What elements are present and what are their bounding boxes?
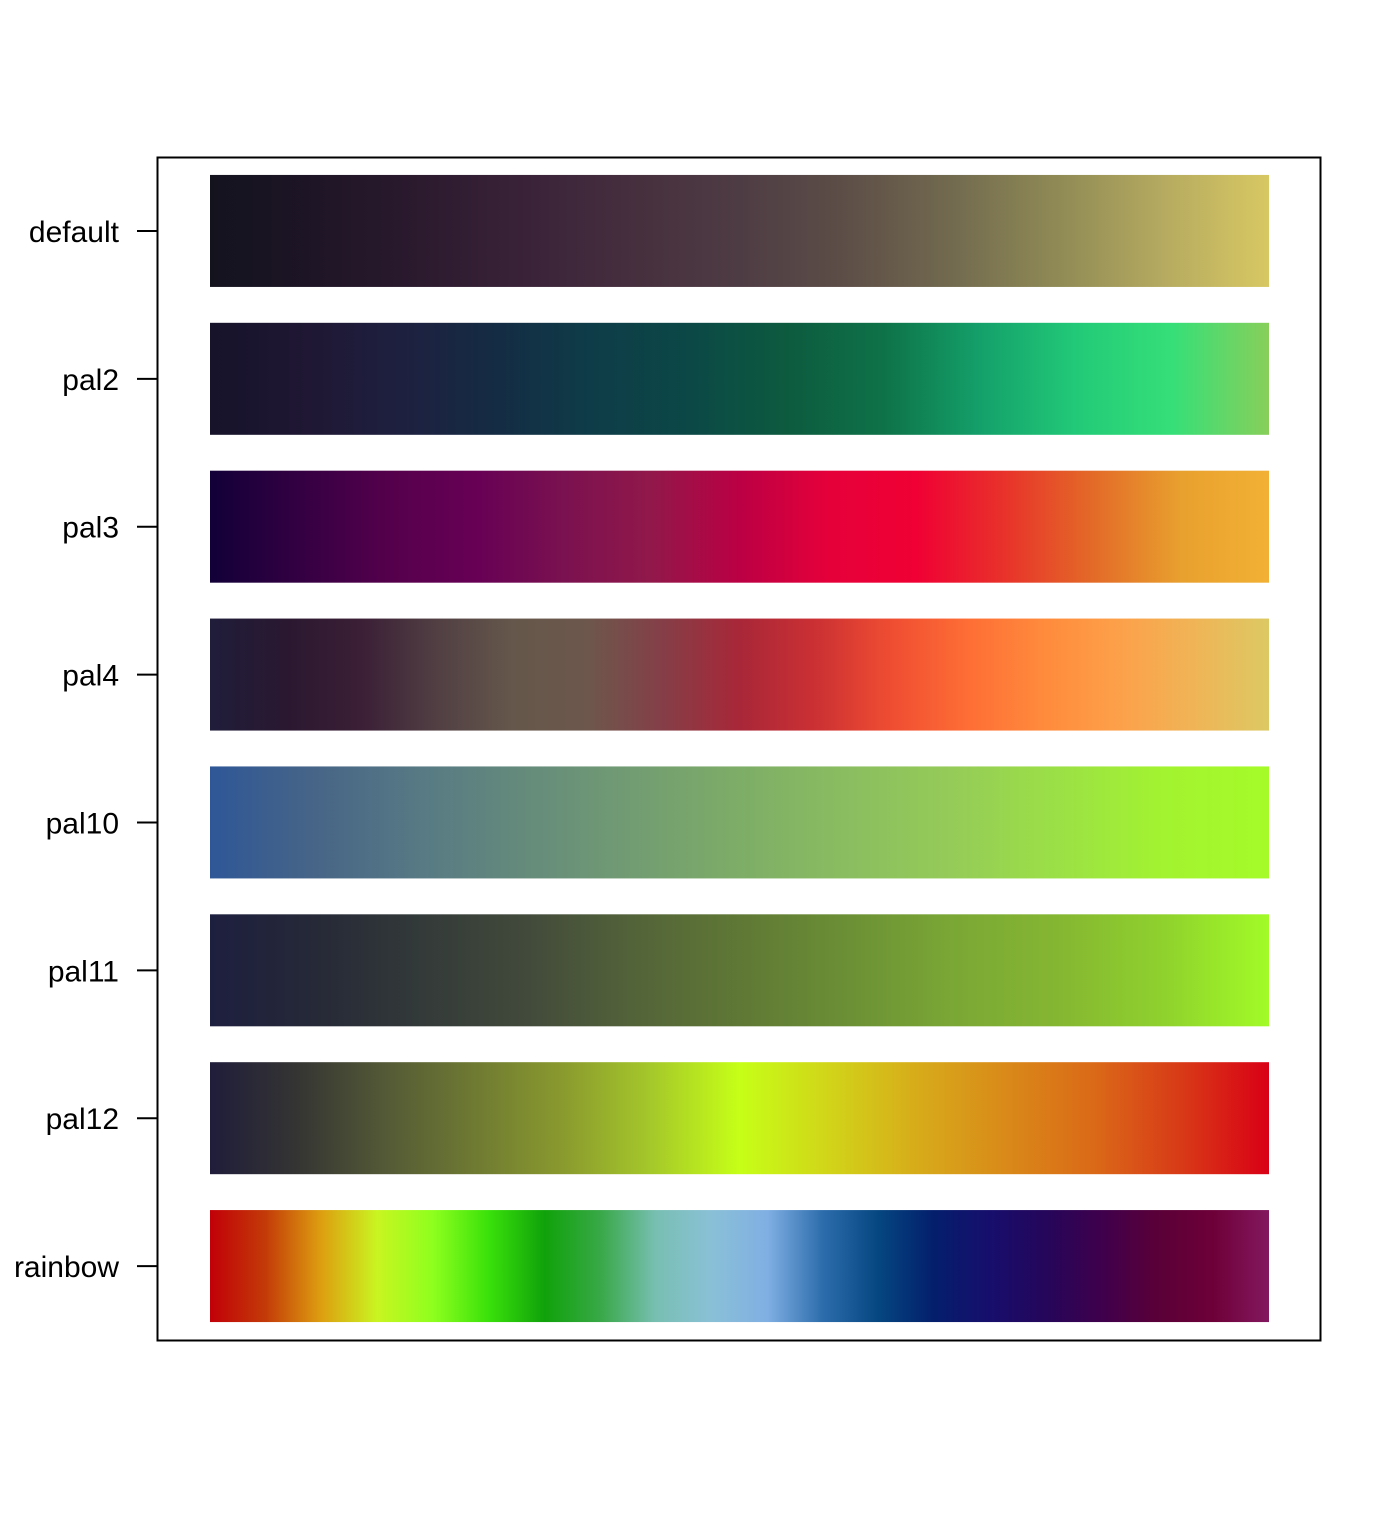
y-tick-label: pal4 (62, 660, 119, 693)
palette-bar-pal2 (210, 322, 1269, 435)
palette-bars (210, 174, 1269, 1323)
palette-bar-pal11 (210, 914, 1269, 1027)
y-axis: default pal2 pal3 pal4 pal10 pal11 pal12 rainbo… (14, 216, 157, 1284)
y-tick-label: pal10 (46, 807, 119, 840)
palette-bar-default (210, 174, 1269, 287)
palette-bar-pal4 (210, 618, 1269, 731)
palette-bar-pal10 (210, 766, 1269, 879)
palette-bar-rainbow (210, 1210, 1269, 1323)
plot-frame (156, 156, 1322, 1342)
y-tick-label: default (29, 216, 120, 249)
y-tick-label: pal11 (48, 955, 119, 988)
y-tick-label: pal12 (46, 1103, 119, 1136)
y-tick-label: pal3 (62, 512, 119, 545)
y-tick-label: rainbow (14, 1251, 119, 1284)
y-tick-label: pal2 (62, 364, 119, 397)
palette-bar-pal12 (210, 1062, 1269, 1175)
palette-bar-pal3 (210, 470, 1269, 583)
